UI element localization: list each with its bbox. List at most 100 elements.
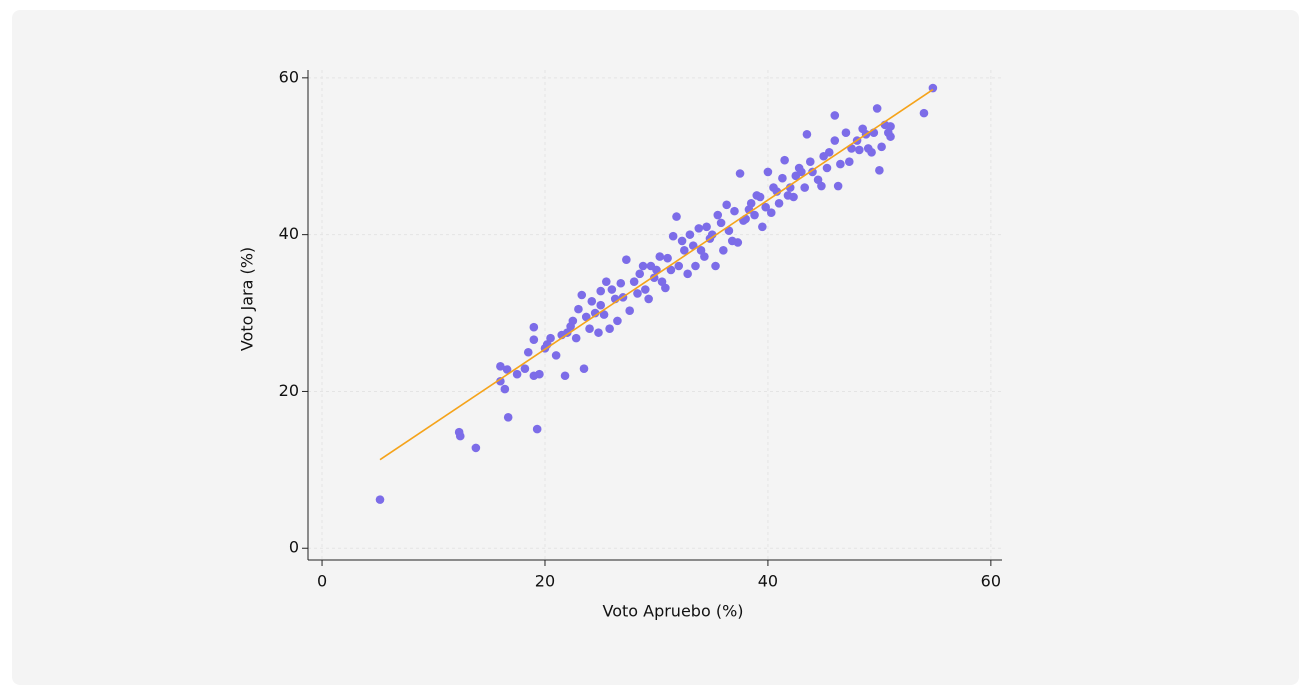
point — [867, 148, 876, 157]
y-tick-label: 20 — [279, 381, 299, 400]
point — [780, 155, 789, 165]
point — [585, 324, 594, 334]
point — [500, 384, 510, 394]
point — [711, 261, 720, 271]
point — [529, 322, 539, 332]
point — [503, 413, 513, 422]
point — [844, 157, 854, 167]
point — [560, 371, 570, 381]
point — [722, 200, 731, 210]
point — [375, 495, 385, 504]
point — [822, 163, 832, 173]
x-tick-label: 20 — [535, 572, 555, 591]
point — [875, 166, 884, 175]
point — [778, 173, 787, 183]
point — [599, 310, 609, 319]
point — [872, 104, 882, 113]
point — [919, 108, 929, 118]
point — [594, 328, 603, 337]
point — [613, 316, 622, 326]
point — [523, 347, 533, 357]
point — [830, 111, 840, 120]
x-tick-label: 60 — [981, 572, 1001, 591]
point — [644, 294, 653, 304]
x-tick-label: 0 — [317, 572, 327, 591]
point — [789, 192, 798, 202]
point — [755, 192, 765, 202]
point — [616, 278, 626, 288]
point — [841, 128, 851, 138]
point — [601, 277, 611, 286]
point — [581, 312, 591, 322]
point — [661, 283, 670, 293]
point — [683, 269, 692, 279]
point — [663, 253, 672, 263]
point — [596, 286, 606, 296]
point — [824, 148, 834, 157]
point — [672, 212, 681, 221]
point — [855, 145, 864, 155]
point — [633, 289, 642, 298]
point — [685, 230, 695, 239]
point — [635, 269, 645, 279]
point — [680, 246, 689, 255]
x-tick-label: 40 — [758, 572, 778, 591]
point — [694, 224, 704, 233]
point — [833, 181, 843, 191]
point — [836, 159, 845, 169]
x-axis-label: Voto Apruebo (%) — [602, 602, 743, 621]
y-tick-label: 60 — [279, 67, 299, 86]
point — [622, 255, 631, 265]
point — [496, 362, 505, 371]
point — [702, 222, 711, 232]
point — [590, 308, 600, 318]
fit-line — [379, 88, 934, 461]
point — [802, 129, 812, 139]
point — [805, 157, 815, 167]
point — [520, 364, 530, 374]
point — [763, 167, 773, 177]
point — [668, 231, 678, 241]
point — [551, 351, 561, 360]
point — [733, 238, 743, 247]
point — [691, 261, 700, 271]
point — [800, 183, 810, 192]
point — [674, 261, 684, 271]
y-tick-label: 40 — [279, 224, 299, 243]
point — [455, 431, 465, 441]
point — [700, 252, 709, 261]
point — [758, 222, 767, 232]
point — [785, 183, 795, 192]
point — [587, 296, 597, 306]
point — [730, 206, 739, 216]
point — [471, 443, 481, 453]
y-axis-label: Voto Jara (%) — [238, 247, 257, 351]
point — [830, 136, 840, 145]
point — [502, 365, 512, 374]
point — [808, 167, 817, 177]
point — [794, 163, 804, 173]
point — [761, 202, 770, 212]
point — [719, 246, 728, 255]
point — [750, 210, 759, 220]
point — [652, 265, 661, 275]
point — [496, 376, 505, 386]
point — [607, 285, 617, 294]
point — [666, 265, 676, 275]
point — [566, 322, 575, 331]
point — [655, 252, 665, 261]
point — [596, 300, 606, 310]
point — [512, 369, 522, 379]
y-tick-label: 0 — [289, 538, 299, 557]
point — [713, 210, 723, 220]
point — [735, 169, 745, 178]
point — [625, 306, 634, 315]
point — [724, 226, 734, 236]
point — [884, 128, 893, 138]
point — [579, 364, 589, 374]
point — [629, 277, 639, 286]
point — [529, 335, 539, 344]
point — [641, 285, 650, 294]
point — [817, 181, 826, 191]
